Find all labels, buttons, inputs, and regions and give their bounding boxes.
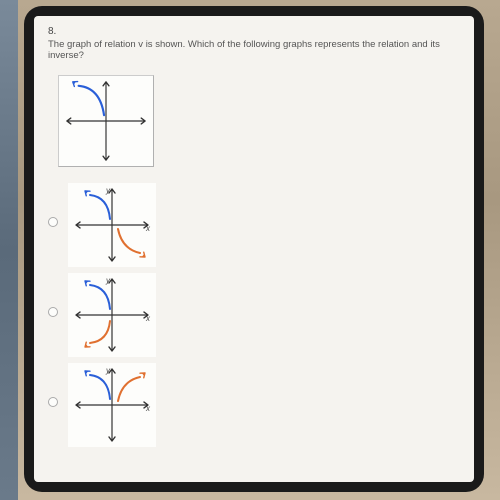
question-number: 8. (48, 26, 460, 37)
screen: 8. The graph of relation v is shown. Whi… (34, 16, 474, 482)
radio-c[interactable] (48, 397, 58, 407)
option-c[interactable]: yx (48, 363, 460, 447)
given-relation-graph (58, 75, 154, 167)
svg-text:x: x (145, 314, 151, 323)
svg-text:x: x (145, 224, 151, 233)
option-a-graph: yx (68, 183, 156, 267)
option-b-graph: yx (68, 273, 156, 357)
svg-text:x: x (145, 404, 151, 413)
tablet-frame: 8. The graph of relation v is shown. Whi… (24, 6, 484, 492)
radio-a[interactable] (48, 217, 58, 227)
answer-options: yx yx yx (48, 183, 460, 447)
question-content: 8. The graph of relation v is shown. Whi… (34, 16, 474, 463)
option-b[interactable]: yx (48, 273, 460, 357)
question-text: The graph of relation v is shown. Which … (48, 39, 460, 61)
option-c-graph: yx (68, 363, 156, 447)
option-a[interactable]: yx (48, 183, 460, 267)
radio-b[interactable] (48, 307, 58, 317)
background-edge (0, 0, 18, 500)
